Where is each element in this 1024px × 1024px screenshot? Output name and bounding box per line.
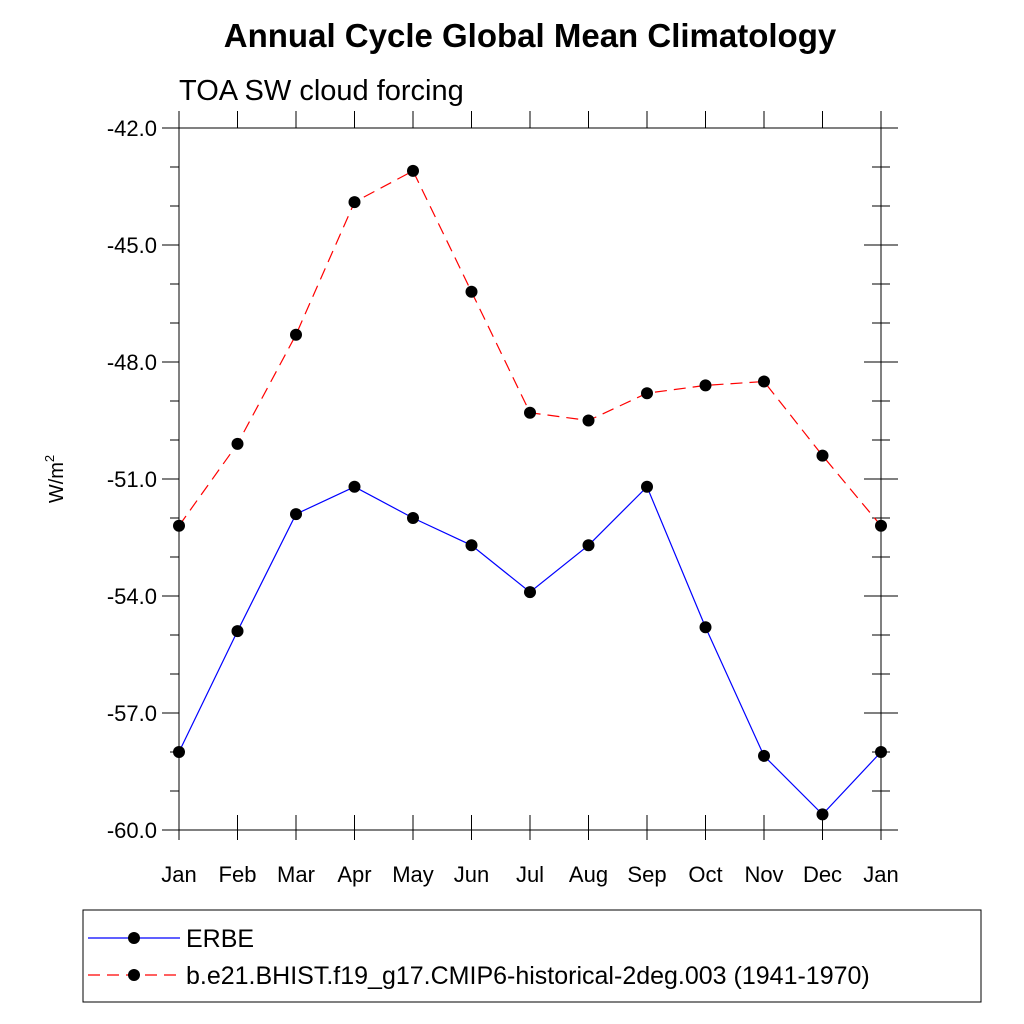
series-1 bbox=[173, 480, 887, 821]
x-tick-label: Jan bbox=[863, 862, 898, 887]
data-point bbox=[231, 625, 244, 638]
y-tick-label: -60.0 bbox=[107, 818, 157, 843]
data-point bbox=[641, 480, 653, 493]
data-point bbox=[582, 414, 595, 427]
data-point bbox=[816, 808, 829, 821]
data-point bbox=[465, 285, 478, 298]
data-point bbox=[348, 480, 361, 493]
x-tick-label: Jul bbox=[516, 862, 544, 887]
y-tick-label: -45.0 bbox=[107, 233, 157, 258]
y-tick-label: -54.0 bbox=[107, 584, 157, 609]
x-tick-label: Dec bbox=[803, 862, 842, 887]
data-point bbox=[173, 746, 185, 758]
series-layer bbox=[173, 164, 887, 821]
x-tick-label: Oct bbox=[688, 862, 722, 887]
chart-subtitle: TOA SW cloud forcing bbox=[179, 75, 464, 107]
legend-marker bbox=[128, 969, 140, 981]
legend-label: b.e21.BHIST.f19_g17.CMIP6-historical-2de… bbox=[186, 962, 870, 990]
chart-title: Annual Cycle Global Mean Climatology bbox=[224, 17, 837, 54]
x-tick-label: Feb bbox=[219, 862, 257, 887]
legend-marker bbox=[128, 932, 140, 944]
data-point bbox=[816, 449, 829, 462]
data-point bbox=[407, 512, 419, 524]
data-point bbox=[875, 519, 887, 532]
x-tick-label: May bbox=[392, 862, 434, 887]
y-axis-label-main: W/m bbox=[46, 462, 68, 503]
data-point bbox=[699, 379, 712, 392]
data-point bbox=[290, 508, 302, 521]
legend: ERBE b.e21.BHIST.f19_g17.CMIP6-historical… bbox=[82, 909, 982, 1003]
data-point bbox=[173, 519, 185, 532]
x-tick-label: Nov bbox=[744, 862, 783, 887]
data-point bbox=[524, 586, 536, 599]
data-point bbox=[582, 539, 595, 552]
x-tick-label: Aug bbox=[569, 862, 608, 887]
data-point bbox=[758, 375, 770, 388]
data-point bbox=[641, 387, 653, 400]
y-axis-label-sup: 2 bbox=[42, 455, 57, 462]
x-tick-label: Apr bbox=[337, 862, 371, 887]
x-tick-label: Mar bbox=[277, 862, 315, 887]
data-point bbox=[231, 437, 244, 450]
y-tick-label: -57.0 bbox=[107, 701, 157, 726]
data-point bbox=[875, 746, 887, 758]
plot-frame bbox=[178, 127, 882, 831]
y-tick-label: -51.0 bbox=[107, 467, 157, 492]
data-point bbox=[407, 164, 419, 177]
x-axis: Jan Feb Mar Apr May Jun Jul Aug Sep Oct Nov Dec Jan bbox=[161, 111, 899, 887]
x-tick-label: Sep bbox=[627, 862, 666, 887]
data-point bbox=[290, 328, 302, 341]
x-tick-label: Jan bbox=[161, 862, 196, 887]
data-point bbox=[524, 406, 536, 419]
series-line bbox=[178, 485, 882, 816]
y-tick-label: -42.0 bbox=[107, 116, 157, 141]
data-point bbox=[699, 621, 712, 634]
legend-box bbox=[82, 909, 982, 1003]
y-axis: -42.0 -45.0 -48.0 -51.0 -54.0 -57.0 -60.0 bbox=[107, 116, 898, 843]
y-axis-label: W/m2 bbox=[42, 455, 68, 503]
legend-label: ERBE bbox=[186, 925, 254, 953]
data-point bbox=[758, 749, 770, 762]
series-line bbox=[178, 170, 882, 527]
y-tick-label: -48.0 bbox=[107, 350, 157, 375]
data-point bbox=[465, 539, 478, 552]
plot-border bbox=[178, 127, 882, 831]
series-2 bbox=[173, 164, 887, 532]
x-tick-label: Jun bbox=[454, 862, 489, 887]
data-point bbox=[348, 196, 361, 209]
